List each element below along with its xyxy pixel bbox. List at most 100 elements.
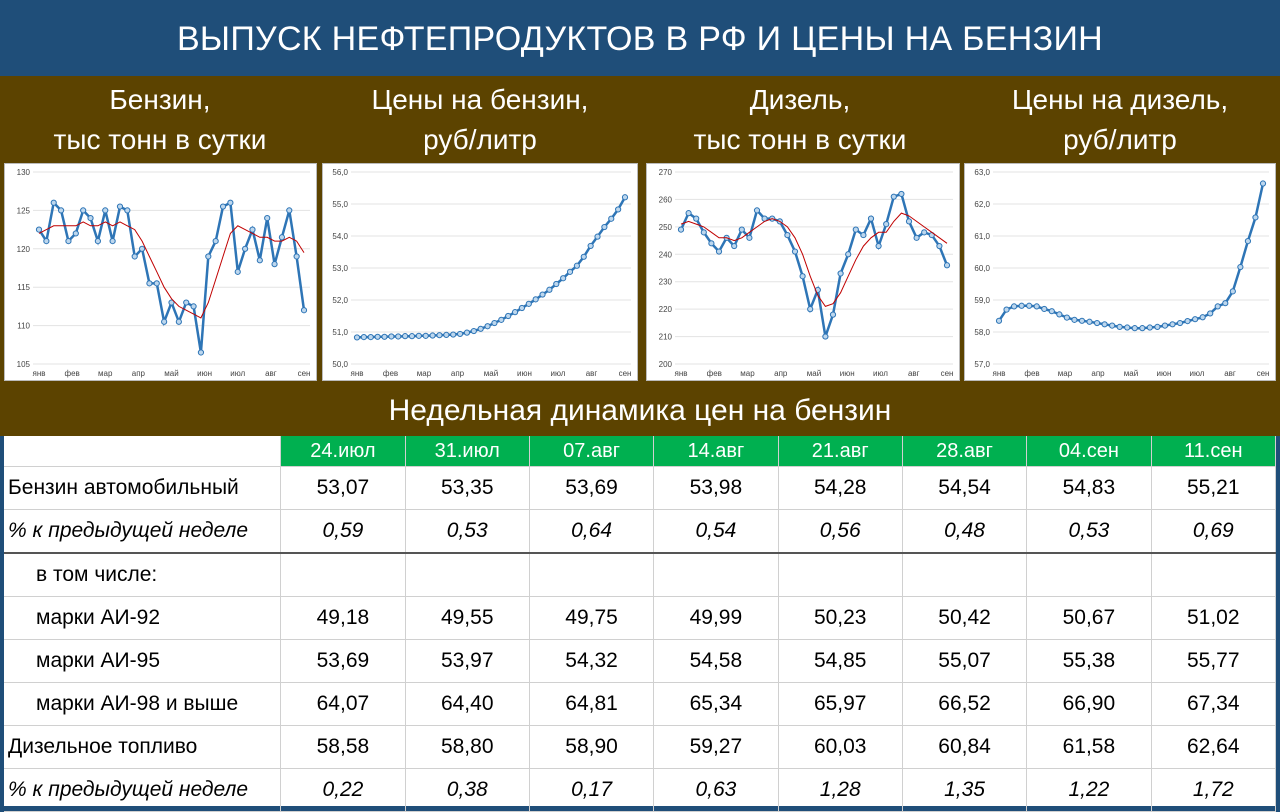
chart-diesel-output: 200 210 220 230 240 250 260 270 янв фев мар апр май и… [646,163,960,381]
y-tick-label: 110 [17,322,30,331]
x-tick-label: апр [132,369,146,378]
table-row: % к предыдущей неделе 0,59 0,53 0,64 0,54 0,5… [4,509,1277,554]
data-point [367,334,374,341]
x-tick-label: июл [230,369,245,378]
y-tick-label: 270 [659,168,673,177]
data-point [293,253,300,260]
header-line1: Бензин, [109,84,211,115]
x-tick-label: июл [1190,369,1205,378]
table-cell: 0,56 [778,509,903,554]
data-point [57,207,65,214]
data-point [271,261,278,268]
table-cell: 64,40 [405,682,530,726]
moving-average-line [680,212,948,307]
data-point [146,280,153,287]
data-point [539,291,546,298]
data-point [360,334,367,341]
x-tick-label: май [484,369,498,378]
y-tick-label: 120 [17,245,31,254]
data-point [1244,238,1252,245]
chart-diesel-price-svg: 57,0 58,0 59,0 60,0 61,0 62,0 63,0 янв фев мар апр… [974,168,1269,378]
table-cell: 49,75 [529,596,655,640]
data-point [845,251,852,258]
x-tick-label: апр [451,369,465,378]
x-tick-label: фев [1024,369,1039,378]
row-label: в том числе: [4,553,282,597]
table-cell: 66,52 [902,682,1028,726]
data-point [470,327,477,335]
data-point [212,238,219,245]
data-point [505,312,512,320]
data-point [1078,317,1086,324]
data-point [35,226,43,233]
row-label: марки АИ-95 [4,639,282,683]
data-point [822,333,829,340]
data-point [422,332,429,339]
x-tick-label: июн [1157,369,1172,378]
x-tick-label: май [1124,369,1138,378]
data-point [43,238,50,245]
data-point [936,242,943,250]
y-tick-label: 59,0 [974,296,990,305]
data-point [1086,318,1093,325]
data-point [1018,302,1025,309]
table-cell: 54,85 [778,639,903,683]
table-cell: 64,07 [280,682,406,726]
data-point [546,286,553,293]
data-point [898,190,905,198]
data-point [829,311,837,318]
data-point [615,206,622,213]
chart-gasoline-price-svg: 50,0 51,0 52,0 53,0 54,0 55,0 56,0 янв фев мар апр… [332,168,631,378]
table-cell: 0,63 [653,768,779,812]
data-point [1071,316,1078,323]
header-line1: Цены на бензин, [371,84,589,115]
header-diesel-output: Дизель, тыс тонн в сутки [640,76,960,162]
data-point [353,334,361,341]
table-cell: 0,64 [529,509,655,554]
data-point [553,280,560,288]
table-cell: 0,17 [529,768,655,812]
data-point [693,215,700,222]
header-gasoline-output: Бензин, тыс тонн в сутки [0,76,320,162]
table-row: % к предыдущей неделе 0,22 0,38 0,17 0,63 1,2… [4,768,1277,812]
data-point [429,332,436,339]
y-tick-label: 50,0 [332,360,348,369]
data-point [402,333,409,340]
data-point [87,214,94,222]
data-point [491,319,498,327]
data-point [80,207,87,214]
data-point [1207,310,1214,317]
data-point [381,333,388,340]
table-cell: 60,03 [778,725,903,769]
table-cell: 58,58 [280,725,406,769]
table-cell: 53,98 [653,466,779,510]
table-cell: 66,90 [1026,682,1152,726]
data-point [1222,300,1229,307]
data-point [116,203,124,210]
table-cell: 53,97 [405,639,530,683]
data-point [72,230,79,237]
weekly-price-table: 24.июл 31.июл 07.авг 14.авг 21.авг 28.ав… [4,436,1277,812]
column-header: 31.июл [405,436,530,467]
header-gasoline-price: Цены на бензин, руб/литр [320,76,640,162]
table-cell: 54,58 [653,639,779,683]
header-diesel-price: Цены на дизель, руб/литр [960,76,1280,162]
y-tick-label: 52,0 [332,296,348,305]
data-point [234,268,241,275]
x-tick-label: июл [551,369,566,378]
x-tick-label: сен [941,369,954,378]
table-row: Дизельное топливо 58,58 58,80 58,90 59,27 60,… [4,725,1277,769]
x-tick-label: авг [908,369,920,378]
x-tick-label: янв [351,369,364,378]
x-tick-label: май [164,369,178,378]
data-point [791,248,799,255]
data-point [374,333,381,340]
table-cell: 61,58 [1026,725,1152,769]
x-tick-label: июн [197,369,212,378]
data-point [175,318,182,325]
table-cell [1026,553,1152,597]
column-header: 11.сен [1151,436,1277,467]
data-point [860,231,867,239]
table-cell: 50,67 [1026,596,1152,640]
table-cell: 54,83 [1026,466,1152,510]
